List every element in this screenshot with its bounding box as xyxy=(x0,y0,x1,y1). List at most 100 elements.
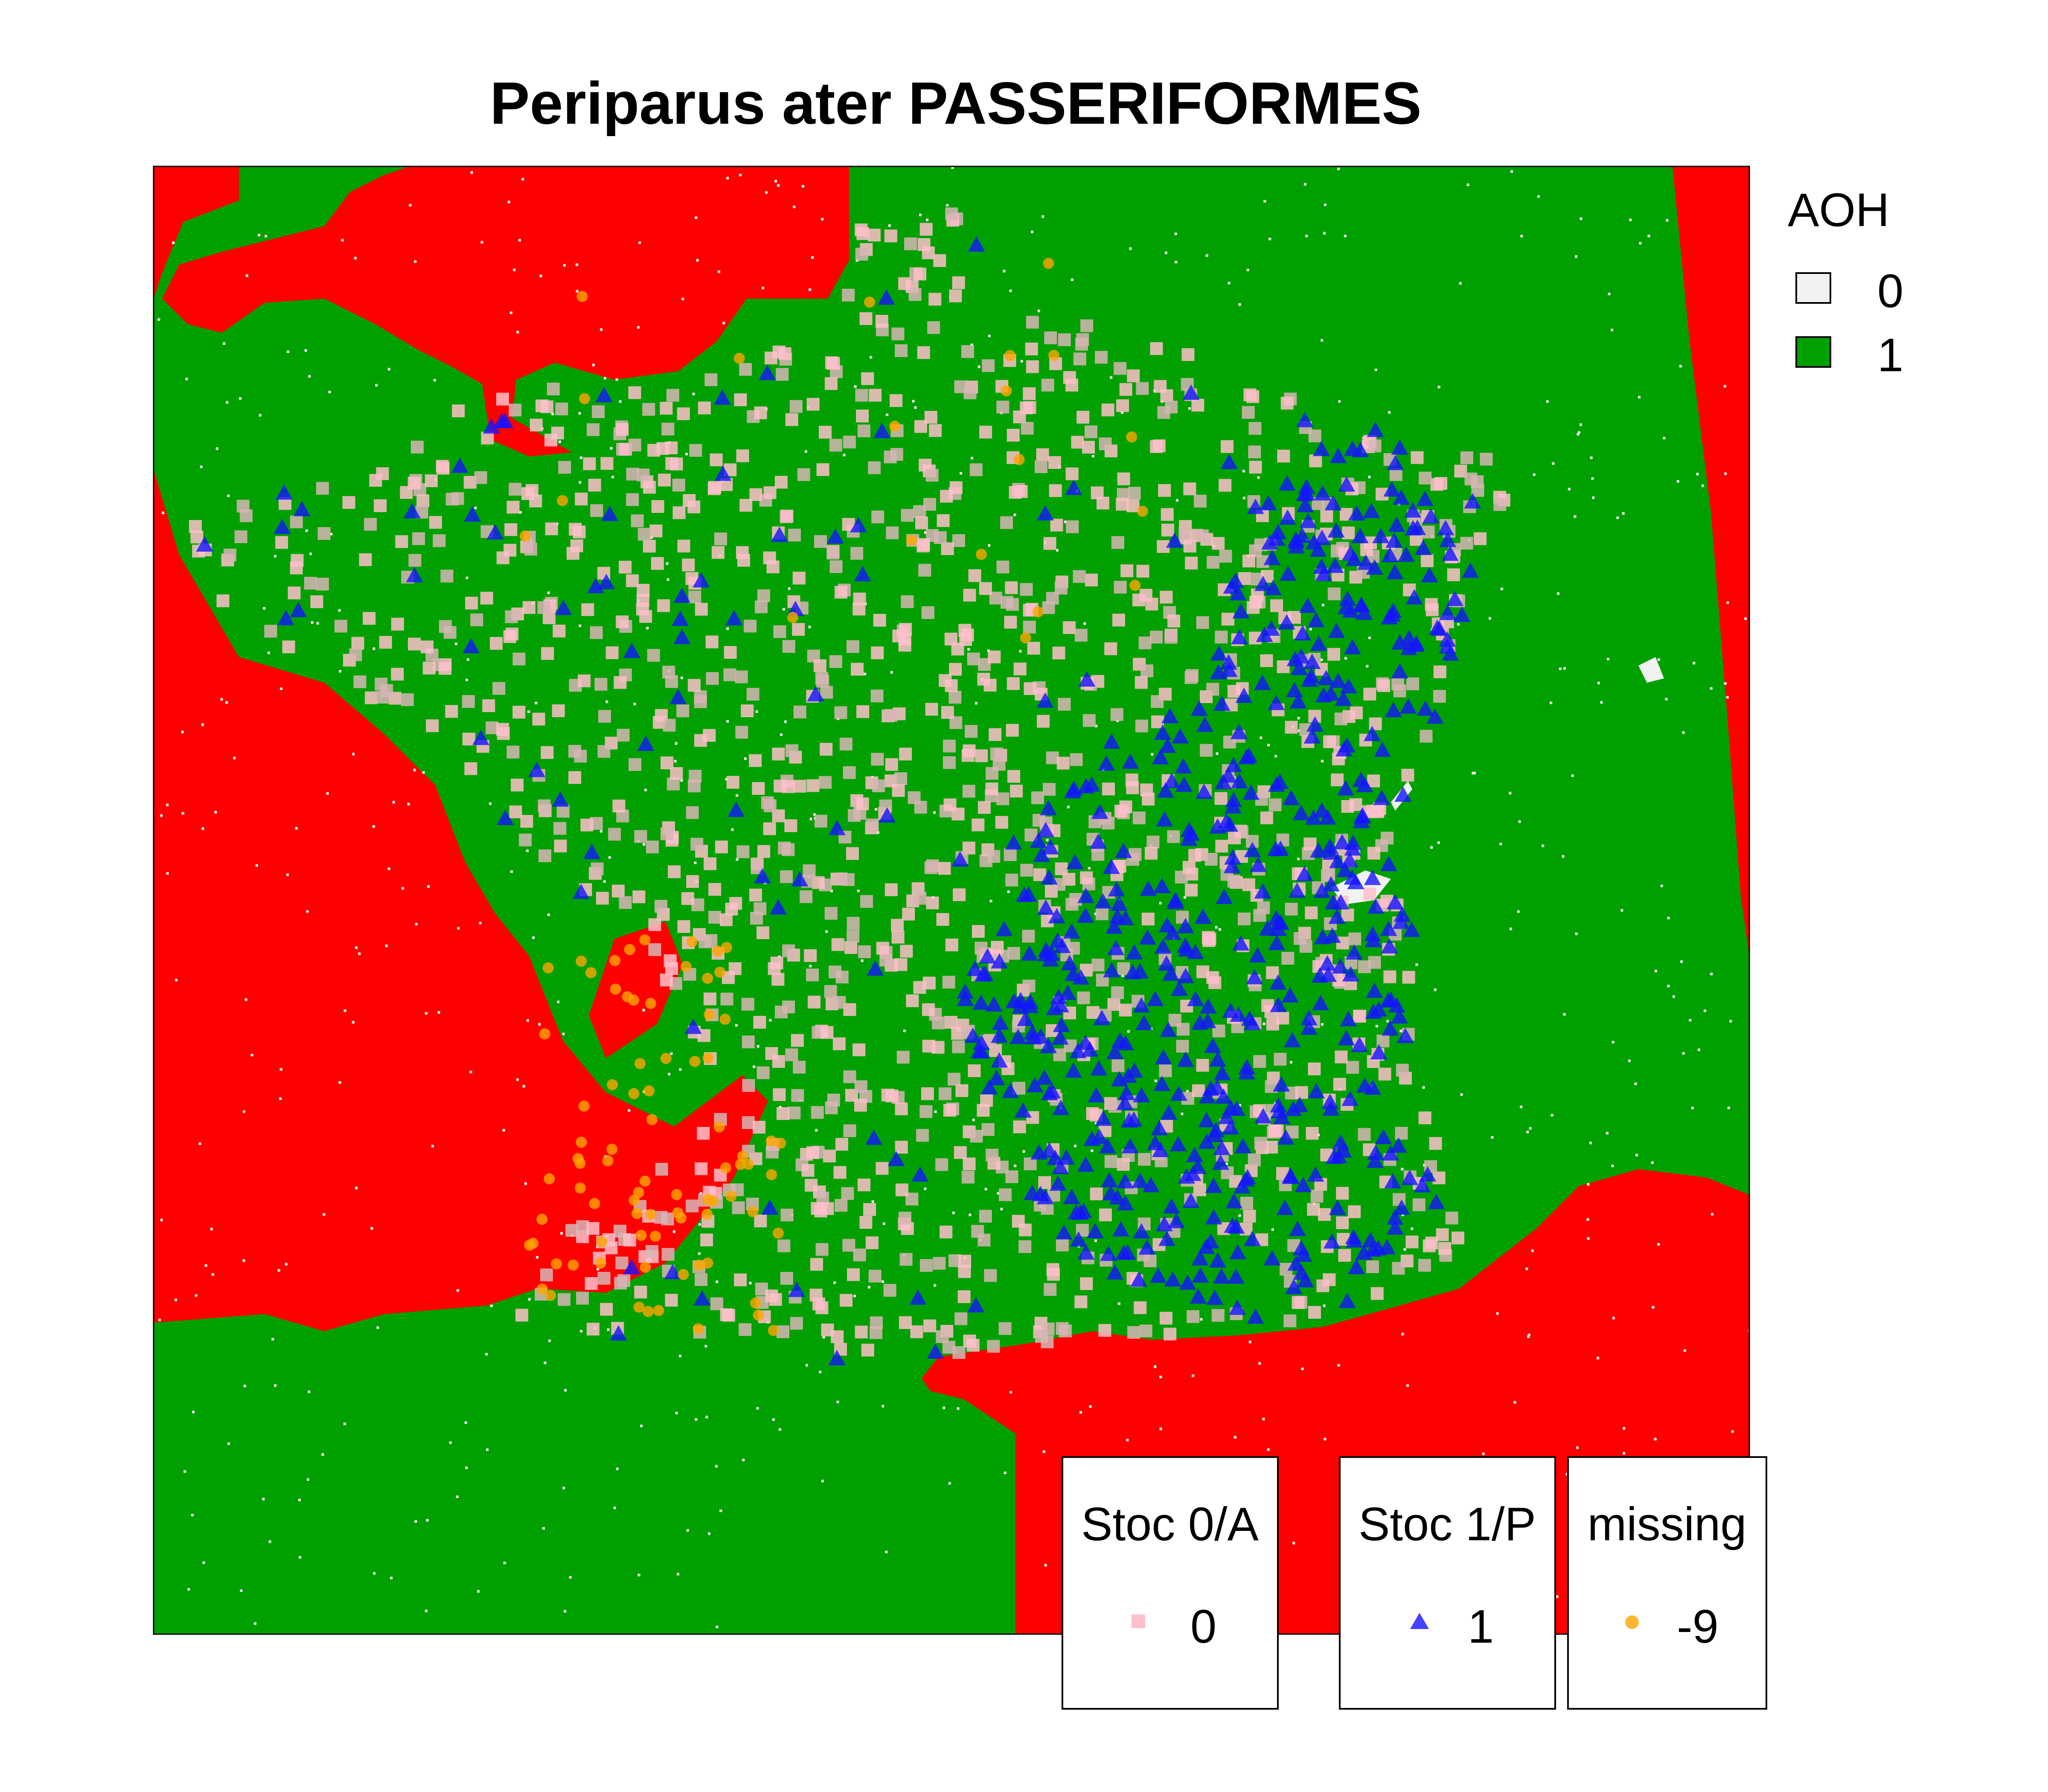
missing-point xyxy=(787,612,798,623)
presence-point xyxy=(1323,1233,1341,1249)
aoh-zero-speck xyxy=(1324,204,1327,206)
pseudo-absence-point xyxy=(1425,603,1439,617)
pseudo-absence-point xyxy=(910,1325,923,1338)
pseudo-absence-point xyxy=(891,919,904,932)
pseudo-absence-point xyxy=(1389,468,1402,481)
presence-point xyxy=(1227,1268,1245,1284)
aoh-zero-speck xyxy=(503,1562,506,1565)
pseudo-absence-point xyxy=(766,560,780,573)
pseudo-absence-point xyxy=(868,461,881,474)
presence-point xyxy=(1229,1299,1246,1315)
aoh-zero-speck xyxy=(1652,1306,1655,1309)
aoh-zero-speck xyxy=(1271,1228,1274,1231)
presence-point xyxy=(1299,597,1316,613)
aoh-zero-speck xyxy=(736,858,739,861)
presence-point xyxy=(1037,899,1055,915)
pseudo-absence-point xyxy=(637,584,650,597)
aoh-zero-speck xyxy=(298,1498,301,1501)
aoh-zero-speck xyxy=(1337,1364,1340,1367)
aoh-zero-speck xyxy=(1297,717,1300,720)
presence-point xyxy=(1220,654,1237,670)
presence-point xyxy=(1058,1149,1075,1165)
pseudo-absence-point xyxy=(1334,713,1347,726)
pseudo-absence-point xyxy=(665,675,678,688)
aoh-zero-speck xyxy=(876,831,879,834)
pseudo-absence-point xyxy=(1116,497,1129,511)
presence-point xyxy=(1169,1136,1187,1152)
pseudo-absence-point xyxy=(1012,1215,1025,1228)
pseudo-absence-point xyxy=(568,771,582,784)
pseudo-absence-point xyxy=(967,652,980,666)
pseudo-absence-point xyxy=(408,554,422,567)
pseudo-absence-point xyxy=(913,505,926,518)
aoh-zero-speck xyxy=(970,343,973,346)
aoh-zero-speck xyxy=(1127,1030,1130,1033)
aoh-zero-speck xyxy=(295,827,298,830)
aoh-legend-key-1 xyxy=(1795,336,1831,368)
presence-point xyxy=(1229,585,1247,601)
aoh-zero-speck xyxy=(1126,1439,1129,1442)
presence-point xyxy=(673,588,691,603)
pseudo-absence-point xyxy=(565,1224,579,1237)
pseudo-absence-point xyxy=(708,481,721,494)
pseudo-absence-point xyxy=(509,805,522,818)
pseudo-absence-point xyxy=(482,699,495,712)
presence-point xyxy=(1069,1043,1087,1059)
pseudo-absence-point xyxy=(661,422,675,436)
aoh-zero-speck xyxy=(1510,170,1513,173)
pseudo-absence-point xyxy=(859,312,873,325)
presence-point xyxy=(552,791,569,807)
pseudo-absence-point xyxy=(945,938,958,951)
presence-point xyxy=(1048,908,1065,924)
pseudo-absence-point xyxy=(416,494,430,507)
pseudo-absence-point xyxy=(833,1166,847,1179)
pseudo-absence-point xyxy=(646,841,659,854)
pseudo-absence-point xyxy=(1411,451,1424,464)
aoh-zero-speck xyxy=(1242,497,1245,500)
pseudo-absence-point xyxy=(425,474,438,487)
aoh-zero-speck xyxy=(579,481,582,484)
presence-point xyxy=(727,801,745,817)
pseudo-absence-point xyxy=(986,1149,999,1162)
pseudo-absence-point xyxy=(757,589,770,602)
presence-point xyxy=(1222,1100,1239,1115)
pseudo-absence-point xyxy=(660,401,673,415)
pseudo-absence-point xyxy=(628,758,642,771)
legend-box xyxy=(1339,1456,1556,1710)
presence-points xyxy=(196,236,1481,1365)
aoh-zero-speck xyxy=(716,1280,719,1283)
pseudo-absence-point xyxy=(1191,399,1204,412)
aoh-zero-speck xyxy=(1151,753,1154,756)
pseudo-absence-point xyxy=(797,468,810,481)
presence-point xyxy=(1153,878,1171,893)
pseudo-absence-point xyxy=(726,776,739,789)
pseudo-absence-point xyxy=(941,706,954,719)
presence-point xyxy=(1187,991,1204,1007)
pseudo-absence-point xyxy=(566,547,579,560)
presence-point xyxy=(1168,1213,1185,1228)
pseudo-absence-point xyxy=(753,1015,766,1029)
aoh-zero-speck xyxy=(562,1487,565,1489)
presence-point xyxy=(1009,1028,1027,1044)
pseudo-absence-point xyxy=(552,704,565,717)
presence-point xyxy=(1381,609,1398,625)
aoh-zero-speck xyxy=(637,1574,640,1577)
pseudo-absence-point xyxy=(1006,724,1019,737)
pseudo-absence-point xyxy=(1090,1187,1103,1201)
pseudo-absence-point xyxy=(914,801,927,814)
aoh-zero-speck xyxy=(1676,480,1679,483)
pseudo-absence-point xyxy=(1432,1171,1446,1184)
pseudo-absence-point xyxy=(895,1102,908,1115)
aoh-zero-speck xyxy=(1726,696,1729,699)
aoh-zero-speck xyxy=(1338,400,1341,403)
pseudo-absence-point xyxy=(943,756,956,769)
aoh-zero-speck xyxy=(1013,513,1016,516)
pseudo-absence-point xyxy=(1116,399,1129,412)
aoh-zero-speck xyxy=(715,1465,718,1468)
presence-point xyxy=(1041,1142,1058,1158)
presence-key xyxy=(1410,1613,1429,1629)
aoh-zero-speck xyxy=(352,1021,355,1024)
pseudo-absence-point xyxy=(963,1335,976,1347)
aoh-zero-speck xyxy=(1267,744,1270,747)
pseudo-absence-point xyxy=(1138,636,1152,649)
